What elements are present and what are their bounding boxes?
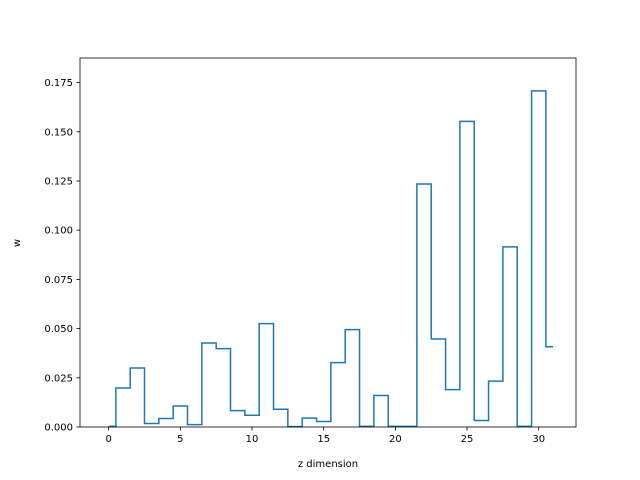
- y-tick-label: 0.150: [44, 127, 73, 138]
- x-tick-label: 10: [246, 434, 259, 445]
- y-tick-label: 0.025: [44, 373, 73, 384]
- x-tick-label: 0: [105, 434, 111, 445]
- x-tick-label: 20: [389, 434, 402, 445]
- x-axis-label: z dimension: [298, 459, 358, 470]
- x-tick-label: 25: [461, 434, 474, 445]
- y-tick-label: 0.175: [44, 78, 73, 89]
- x-axis-ticks: 0 5 10 15 20 25 30: [105, 427, 545, 445]
- y-tick-label: 0.075: [44, 275, 73, 286]
- y-axis-label: w: [12, 239, 23, 247]
- y-tick-label: 0.000: [44, 423, 73, 434]
- x-tick-label: 15: [317, 434, 330, 445]
- y-tick-label: 0.125: [44, 177, 73, 188]
- y-tick-label: 0.100: [44, 226, 73, 237]
- x-tick-label: 30: [532, 434, 545, 445]
- x-tick-label: 5: [177, 434, 183, 445]
- y-axis-ticks: 0.000 0.025 0.050 0.075 0.100 0.125 0.150 0.175: [44, 78, 80, 434]
- series-step-line: [108, 90, 554, 428]
- plot-area-frame: [79, 57, 577, 428]
- y-tick-label: 0.050: [44, 324, 73, 335]
